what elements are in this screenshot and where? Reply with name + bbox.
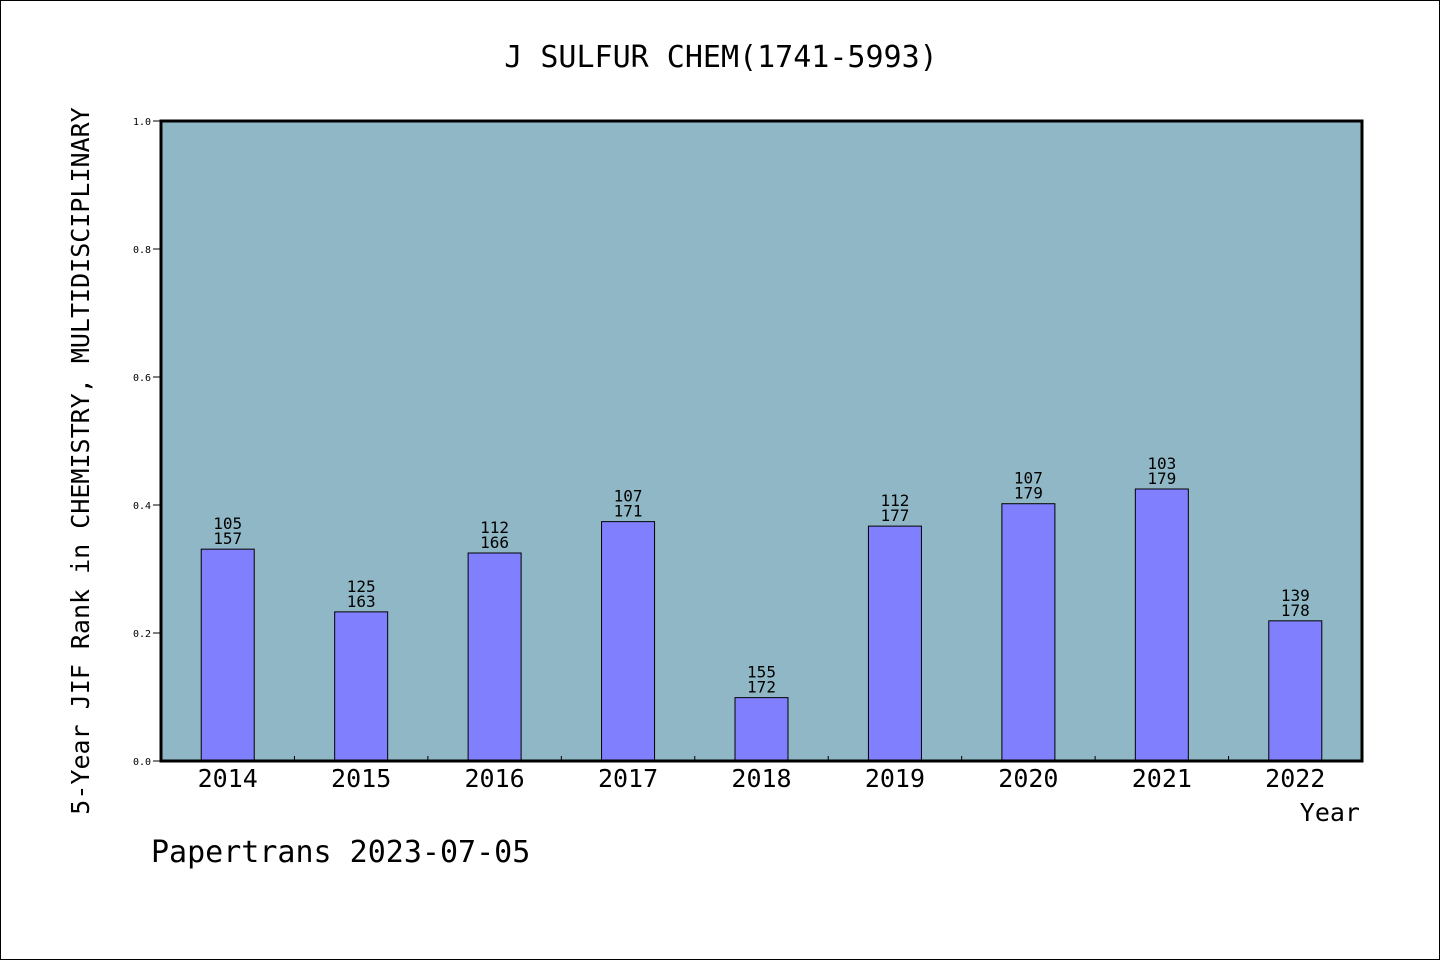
bar-total-label: 177 bbox=[880, 506, 909, 525]
bar-rank-label: 107 bbox=[614, 487, 643, 506]
bar-total-label: 163 bbox=[347, 592, 376, 611]
x-axis-label: Year bbox=[1300, 798, 1360, 827]
x-tick-label: 2019 bbox=[865, 764, 925, 793]
bar-2015 bbox=[334, 611, 389, 762]
bar-total-label: 172 bbox=[747, 678, 776, 697]
bar-total-label: 166 bbox=[480, 533, 509, 552]
x-tick-label: 2022 bbox=[1265, 764, 1325, 793]
bar-rank-label: 107 bbox=[1014, 469, 1043, 488]
x-tick-label: 2021 bbox=[1132, 764, 1192, 793]
x-tick-label: 2016 bbox=[465, 764, 525, 793]
bar-rank-label: 139 bbox=[1281, 586, 1310, 605]
x-tick-label: 2017 bbox=[598, 764, 658, 793]
bar-2020 bbox=[1001, 503, 1056, 762]
bar-rank-label: 112 bbox=[480, 518, 509, 537]
chart-title: J SULFUR CHEM(1741-5993) bbox=[504, 40, 937, 75]
bar-2014 bbox=[200, 548, 255, 762]
bar-total-label: 179 bbox=[1014, 484, 1043, 503]
bar-2022 bbox=[1268, 620, 1323, 762]
y-tick-label: 0.6 bbox=[133, 373, 151, 384]
bar-2019 bbox=[867, 525, 922, 762]
y-tick-label: 0.4 bbox=[133, 501, 151, 512]
bar-rank-label: 155 bbox=[747, 663, 776, 682]
y-tick-label: 1.0 bbox=[133, 117, 151, 128]
bar-total-label: 157 bbox=[213, 529, 242, 548]
bar-2017 bbox=[601, 521, 656, 762]
footer-credit: Papertrans 2023-07-05 bbox=[151, 835, 531, 870]
y-tick-label: 0.2 bbox=[133, 629, 151, 640]
bar-rank-label: 105 bbox=[213, 514, 242, 533]
plot-border bbox=[159, 119, 1364, 763]
x-tick-label: 2015 bbox=[331, 764, 391, 793]
bar-rank-label: 112 bbox=[880, 491, 909, 510]
y-tick-label: 0.0 bbox=[133, 757, 151, 768]
bar-rank-label: 125 bbox=[347, 577, 376, 596]
x-tick-label: 2014 bbox=[198, 764, 258, 793]
bar-rank-label: 103 bbox=[1147, 454, 1176, 473]
y-axis-label: 5-Year JIF Rank in CHEMISTRY, MULTIDISCI… bbox=[66, 107, 95, 814]
bar-total-label: 171 bbox=[614, 502, 643, 521]
x-tick-label: 2020 bbox=[998, 764, 1058, 793]
y-tick-label: 0.8 bbox=[133, 245, 151, 256]
x-tick-label: 2018 bbox=[731, 764, 791, 793]
bar-2016 bbox=[467, 552, 522, 762]
bar-2021 bbox=[1134, 488, 1189, 762]
bar-2018 bbox=[734, 697, 789, 762]
bar-total-label: 178 bbox=[1281, 601, 1310, 620]
bar-total-label: 179 bbox=[1147, 469, 1176, 488]
